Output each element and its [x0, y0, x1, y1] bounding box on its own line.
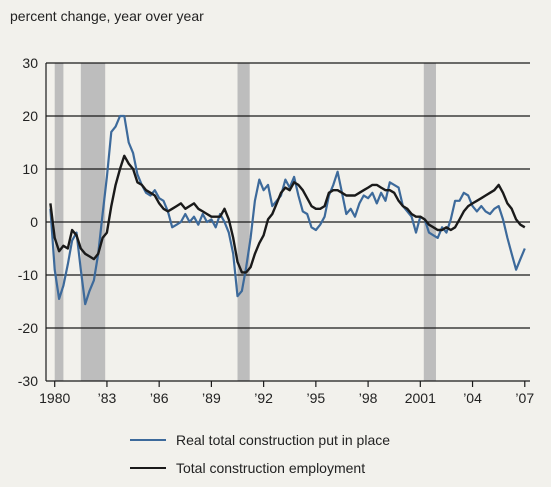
y-tick-label: -10 [18, 267, 38, 283]
x-tick-label: ’92 [254, 390, 273, 406]
x-tick-label: ’98 [359, 390, 378, 406]
y-tick-label: -30 [18, 373, 38, 389]
x-tick-label: ’86 [150, 390, 169, 406]
y-tick-label: 0 [30, 214, 38, 230]
y-tick-label: 30 [22, 55, 38, 71]
legend-swatch-black [130, 467, 166, 469]
series-line-0 [49, 114, 526, 306]
x-tick-label: ’07 [515, 390, 534, 406]
x-tick-label: 1980 [39, 390, 70, 406]
series-line-1 [49, 154, 526, 274]
x-tick-label: ’83 [98, 390, 117, 406]
legend-item-construction-put-in-place: Real total construction put in place [130, 426, 390, 454]
x-tick-label: ’89 [202, 390, 221, 406]
y-tick-label: -20 [18, 320, 38, 336]
x-tick-label: ’04 [463, 390, 482, 406]
legend-label: Real total construction put in place [176, 432, 391, 448]
y-tick-label: 10 [22, 161, 38, 177]
x-tick-label: 2001 [405, 390, 436, 406]
legend-swatch-blue [130, 439, 166, 441]
x-tick-label: ’95 [307, 390, 326, 406]
y-tick-label: 20 [22, 108, 38, 124]
legend-item-construction-employment: Total construction employment [130, 454, 390, 482]
legend-label: Total construction employment [176, 460, 366, 476]
legend: Real total construction put in place Tot… [130, 426, 390, 482]
y-axis-label: percent change, year over year [10, 8, 204, 24]
